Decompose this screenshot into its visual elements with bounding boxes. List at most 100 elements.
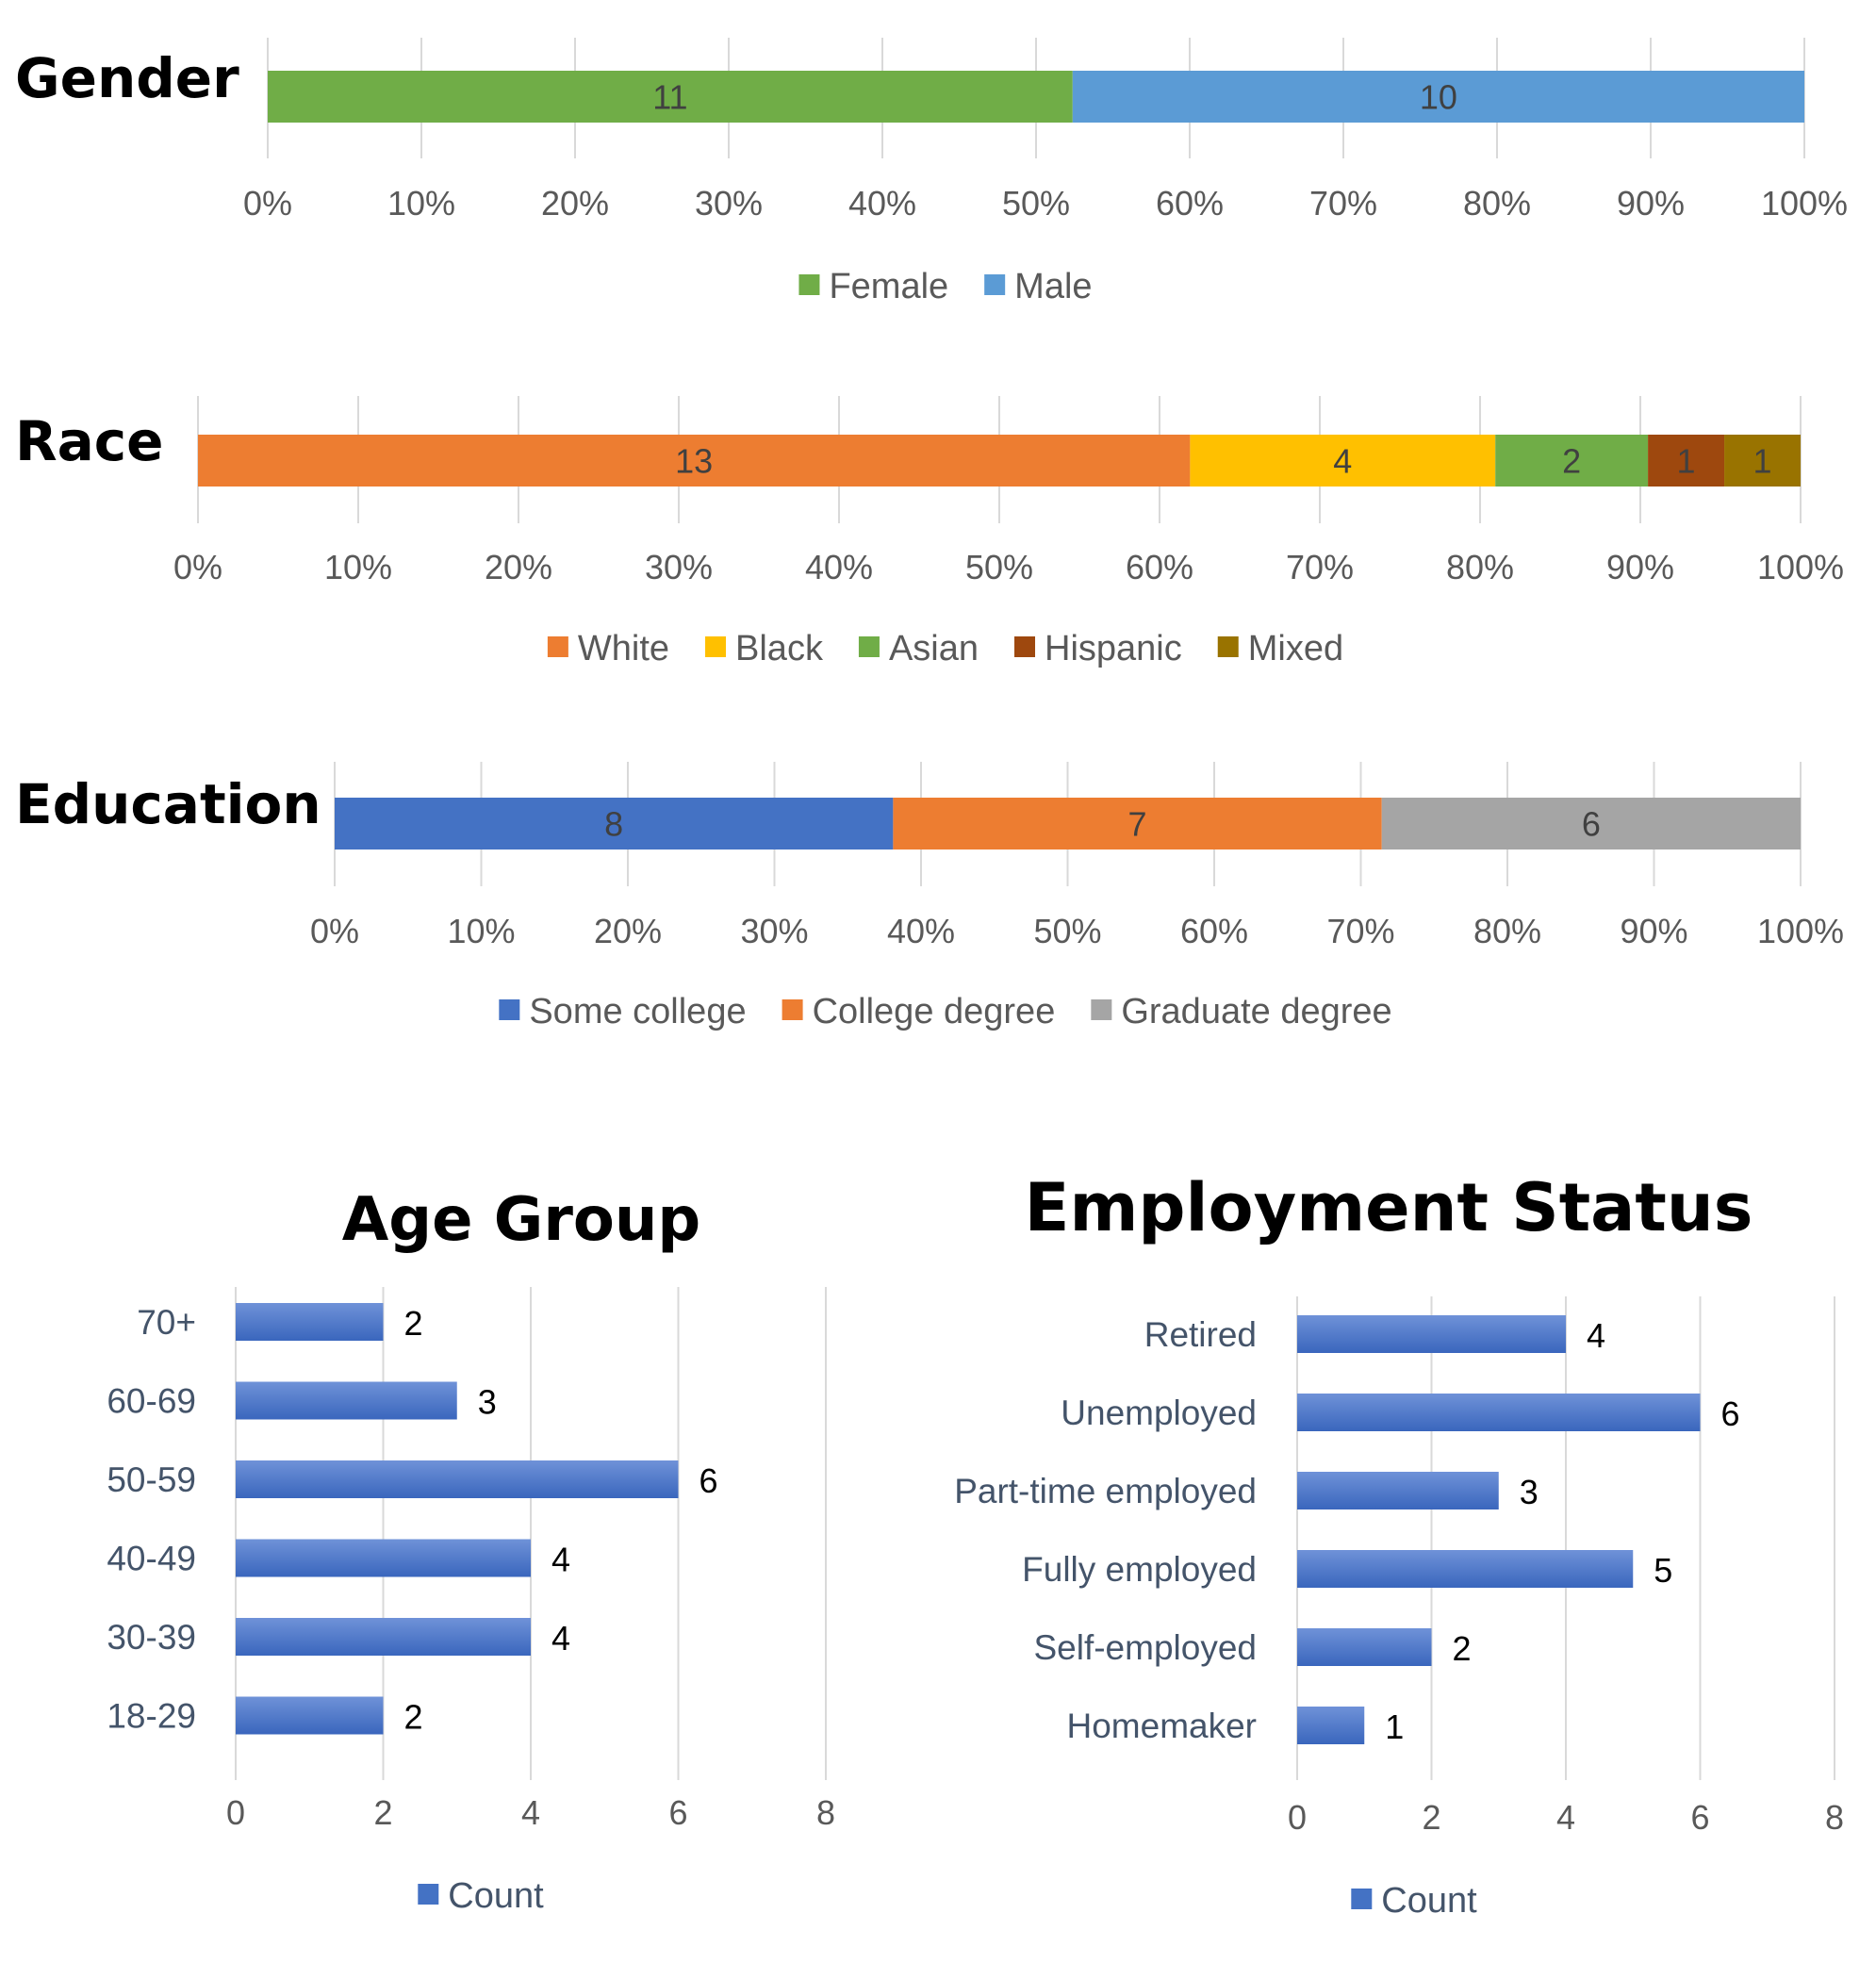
employment-bar	[1297, 1472, 1499, 1509]
age-bar	[236, 1618, 531, 1656]
employment-bar	[1297, 1394, 1701, 1431]
age-value-label: 2	[404, 1304, 423, 1343]
legend-label: Asian	[889, 629, 979, 668]
age-bar	[236, 1539, 531, 1577]
employment-tick-label: 6	[1690, 1798, 1709, 1837]
gender-tick-label: 100%	[1761, 184, 1848, 223]
education-tick-label: 10%	[447, 912, 515, 950]
legend-label: College degree	[813, 992, 1056, 1031]
education-tick-label: 50%	[1033, 912, 1101, 950]
employment-bar	[1297, 1628, 1432, 1666]
gender-tick-label: 50%	[1002, 184, 1070, 223]
race-chart: Race 13 4 2 1 10% 10% 20% 30% 40% 50% 60% 70% 80% 90% 1…	[15, 396, 1844, 668]
legend-label: White	[578, 629, 669, 668]
race-segment-mixed	[1724, 435, 1801, 487]
race-tick-label: 50%	[965, 548, 1033, 586]
race-tick-label: 30%	[645, 548, 713, 586]
gender-tick-label: 90%	[1617, 184, 1685, 223]
race-segment-black	[1190, 435, 1496, 487]
race-legend: White Black Asian Hispanic Mixed	[547, 629, 1343, 668]
age-category-label: 70+	[137, 1303, 196, 1342]
legend-swatch	[418, 1884, 439, 1905]
education-tick-label: 100%	[1757, 912, 1844, 950]
race-tick-label: 90%	[1606, 548, 1674, 586]
gender-legend: Female Male	[798, 267, 1093, 306]
legend-label: Some college	[529, 992, 746, 1031]
age-category-label: 18-29	[107, 1697, 196, 1736]
legend-swatch	[858, 636, 880, 657]
gender-chart: Gender 11 100% 10% 20% 30% 40% 50% 60% 70% 80% 90% 1…	[15, 38, 1848, 306]
age-category-label: 60-69	[107, 1382, 196, 1421]
gender-tick-label: 0%	[243, 184, 292, 223]
race-tick-label: 80%	[1446, 548, 1514, 586]
age-value-label: 4	[551, 1541, 570, 1579]
gender-tick-label: 80%	[1463, 184, 1531, 223]
gender-segment-label: 10	[1420, 78, 1457, 117]
education-legend: Some college College degree Graduate degre…	[499, 992, 1392, 1031]
gender-tick-label: 60%	[1156, 184, 1224, 223]
education-tick-label: 30%	[740, 912, 808, 950]
legend-label: Hispanic	[1045, 629, 1182, 668]
age-value-label: 2	[404, 1698, 423, 1737]
employment-category-label: Fully employed	[1022, 1550, 1257, 1589]
education-segment-label: 6	[1582, 805, 1601, 844]
employment-value-label: 6	[1721, 1394, 1740, 1433]
legend-swatch	[1217, 636, 1239, 657]
education-tick-label: 40%	[887, 912, 955, 950]
race-tick-label: 10%	[324, 548, 392, 586]
legend-label: Male	[1014, 267, 1092, 306]
education-segment-label: 7	[1128, 805, 1147, 844]
legend-label: Mixed	[1248, 629, 1343, 668]
age-category-label: 50-59	[107, 1460, 196, 1499]
legend-swatch	[782, 999, 803, 1020]
legend-label: Black	[735, 629, 824, 668]
gender-tick-label: 40%	[848, 184, 916, 223]
race-segment-label: 1	[1677, 442, 1696, 481]
gender-segment-female	[268, 71, 1073, 123]
age-bar	[236, 1460, 679, 1498]
employment-category-label: Retired	[1144, 1315, 1257, 1354]
gender-tick-label: 70%	[1309, 184, 1377, 223]
age-legend: Count	[418, 1876, 544, 1916]
gender-segment-label: 11	[652, 78, 687, 117]
race-segment-hispanic	[1648, 435, 1725, 487]
gender-tick-label: 10%	[387, 184, 455, 223]
legend-swatch	[798, 274, 820, 295]
employment-category-label: Homemaker	[1067, 1707, 1258, 1745]
race-tick-label: 70%	[1286, 548, 1354, 586]
race-tick-label: 40%	[805, 548, 873, 586]
age-value-label: 3	[478, 1383, 497, 1422]
education-tick-label: 60%	[1180, 912, 1248, 950]
employment-value-label: 3	[1520, 1473, 1539, 1511]
employment-tick-label: 8	[1825, 1798, 1844, 1837]
legend-swatch	[547, 636, 568, 657]
legend-label: Graduate degree	[1121, 992, 1391, 1031]
age-bar	[236, 1696, 384, 1735]
legend-swatch	[1014, 636, 1036, 657]
education-tick-label: 70%	[1326, 912, 1394, 950]
employment-chart: Employment Status 0 2 4 6 8 Retired 4 Unemployed…	[954, 1169, 1844, 1921]
legend-swatch	[705, 636, 727, 657]
education-segment-label: 8	[604, 805, 623, 844]
race-tick-label: 20%	[485, 548, 552, 586]
employment-value-label: 1	[1385, 1707, 1404, 1746]
employment-legend: Count	[1351, 1881, 1477, 1921]
race-segment-label: 1	[1753, 442, 1772, 481]
education-tick-label: 90%	[1620, 912, 1687, 950]
employment-bar	[1297, 1550, 1634, 1588]
age-bar	[236, 1303, 384, 1341]
age-title: Age Group	[342, 1185, 700, 1255]
legend-label: Count	[1381, 1881, 1477, 1921]
legend-swatch	[1091, 999, 1112, 1020]
education-segment-graduate-degree	[1381, 798, 1801, 850]
age-tick-label: 4	[521, 1793, 540, 1832]
employment-bar	[1297, 1315, 1566, 1353]
race-tick-label: 0%	[173, 548, 222, 586]
race-title: Race	[15, 409, 164, 473]
gender-segment-male	[1072, 71, 1804, 123]
age-tick-label: 2	[373, 1793, 392, 1832]
race-tick-label: 60%	[1126, 548, 1193, 586]
age-value-label: 4	[551, 1619, 570, 1658]
age-tick-label: 6	[668, 1793, 687, 1832]
